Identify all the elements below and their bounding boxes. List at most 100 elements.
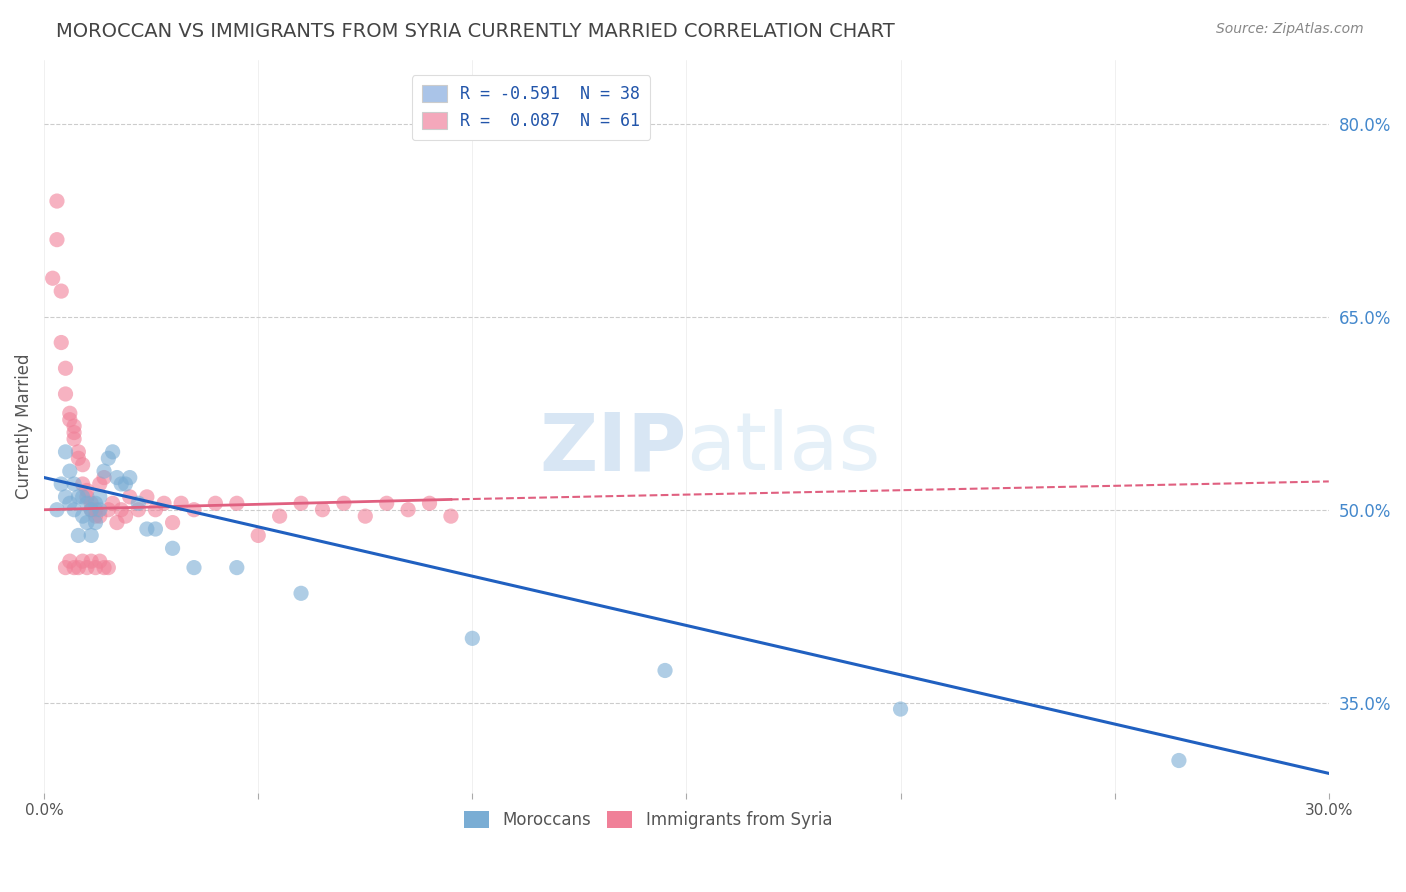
- Point: [145, 522, 167, 536]
- Point: [225, 496, 247, 510]
- Point: [55, 387, 77, 401]
- Point: [135, 490, 157, 504]
- Point: [127, 496, 149, 510]
- Point: [118, 490, 141, 504]
- Point: [93, 560, 115, 574]
- Point: [247, 528, 270, 542]
- Point: [290, 586, 312, 600]
- Point: [97, 560, 120, 574]
- Point: [162, 541, 184, 556]
- Point: [290, 496, 312, 510]
- Point: [461, 632, 484, 646]
- Point: [80, 554, 103, 568]
- Point: [418, 496, 440, 510]
- Point: [63, 432, 86, 446]
- Point: [97, 451, 120, 466]
- Point: [101, 496, 124, 510]
- Point: [890, 702, 912, 716]
- Point: [105, 516, 128, 530]
- Point: [46, 502, 69, 516]
- Point: [63, 477, 86, 491]
- Point: [114, 509, 136, 524]
- Point: [80, 502, 103, 516]
- Point: [59, 406, 82, 420]
- Point: [1167, 754, 1189, 768]
- Point: [72, 458, 94, 472]
- Point: [67, 490, 90, 504]
- Point: [204, 496, 226, 510]
- Point: [89, 502, 111, 516]
- Point: [333, 496, 356, 510]
- Point: [654, 664, 676, 678]
- Point: [225, 560, 247, 574]
- Point: [72, 490, 94, 504]
- Point: [93, 464, 115, 478]
- Point: [89, 490, 111, 504]
- Point: [375, 496, 398, 510]
- Point: [145, 502, 167, 516]
- Point: [55, 361, 77, 376]
- Point: [63, 425, 86, 440]
- Point: [135, 522, 157, 536]
- Point: [105, 470, 128, 484]
- Point: [63, 502, 86, 516]
- Y-axis label: Currently Married: Currently Married: [15, 353, 32, 499]
- Point: [84, 502, 107, 516]
- Point: [51, 335, 73, 350]
- Point: [89, 554, 111, 568]
- Point: [72, 554, 94, 568]
- Point: [183, 560, 205, 574]
- Point: [162, 516, 184, 530]
- Text: atlas: atlas: [686, 409, 880, 487]
- Text: Source: ZipAtlas.com: Source: ZipAtlas.com: [1216, 22, 1364, 37]
- Point: [67, 528, 90, 542]
- Point: [63, 560, 86, 574]
- Point: [72, 509, 94, 524]
- Text: MOROCCAN VS IMMIGRANTS FROM SYRIA CURRENTLY MARRIED CORRELATION CHART: MOROCCAN VS IMMIGRANTS FROM SYRIA CURREN…: [56, 22, 896, 41]
- Point: [84, 496, 107, 510]
- Point: [59, 464, 82, 478]
- Point: [127, 502, 149, 516]
- Point: [80, 502, 103, 516]
- Point: [93, 470, 115, 484]
- Point: [110, 477, 132, 491]
- Point: [59, 496, 82, 510]
- Point: [76, 560, 98, 574]
- Point: [311, 502, 333, 516]
- Point: [67, 451, 90, 466]
- Point: [97, 502, 120, 516]
- Point: [84, 516, 107, 530]
- Point: [84, 560, 107, 574]
- Point: [76, 516, 98, 530]
- Legend: Moroccans, Immigrants from Syria: Moroccans, Immigrants from Syria: [457, 804, 839, 836]
- Point: [89, 477, 111, 491]
- Point: [51, 284, 73, 298]
- Point: [63, 419, 86, 434]
- Point: [46, 233, 69, 247]
- Point: [153, 496, 176, 510]
- Point: [59, 554, 82, 568]
- Point: [67, 445, 90, 459]
- Point: [183, 502, 205, 516]
- Point: [84, 509, 107, 524]
- Point: [118, 470, 141, 484]
- Point: [41, 271, 63, 285]
- Point: [110, 502, 132, 516]
- Point: [114, 477, 136, 491]
- Point: [89, 509, 111, 524]
- Point: [51, 477, 73, 491]
- Point: [269, 509, 291, 524]
- Point: [72, 477, 94, 491]
- Point: [396, 502, 419, 516]
- Point: [46, 194, 69, 208]
- Point: [170, 496, 193, 510]
- Point: [440, 509, 463, 524]
- Text: ZIP: ZIP: [538, 409, 686, 487]
- Point: [76, 490, 98, 504]
- Point: [55, 490, 77, 504]
- Point: [101, 445, 124, 459]
- Point: [80, 496, 103, 510]
- Point: [80, 528, 103, 542]
- Point: [354, 509, 377, 524]
- Point: [67, 560, 90, 574]
